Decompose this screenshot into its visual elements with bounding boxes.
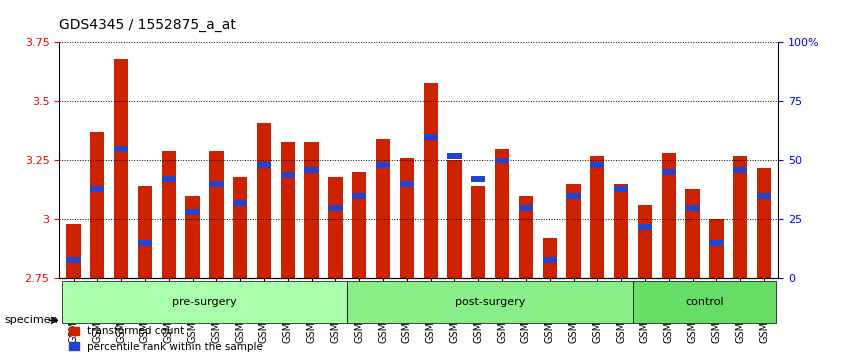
Bar	[162, 176, 176, 182]
Bar	[495, 158, 509, 164]
FancyBboxPatch shape	[348, 281, 633, 323]
Bar	[542, 257, 557, 263]
Bar	[638, 205, 652, 279]
Bar	[66, 257, 80, 263]
Bar	[305, 142, 319, 279]
Bar	[591, 162, 605, 168]
Bar	[709, 240, 723, 246]
Bar	[66, 224, 80, 279]
Bar	[281, 172, 295, 178]
Bar	[567, 193, 580, 199]
Bar	[662, 169, 676, 175]
Bar	[733, 156, 747, 279]
Bar	[352, 172, 366, 279]
Bar	[709, 219, 723, 279]
Bar	[614, 186, 629, 192]
Bar	[757, 167, 772, 279]
Bar	[495, 149, 509, 279]
Bar	[448, 160, 462, 279]
Bar	[471, 187, 486, 279]
Bar	[591, 156, 605, 279]
FancyBboxPatch shape	[62, 281, 348, 323]
Bar	[233, 177, 247, 279]
Bar	[91, 186, 104, 192]
Bar	[91, 132, 104, 279]
Bar	[138, 187, 152, 279]
Bar	[162, 151, 176, 279]
Bar	[399, 181, 414, 187]
Bar	[185, 210, 200, 215]
Legend: transformed count, percentile rank within the sample: transformed count, percentile rank withi…	[64, 322, 267, 354]
Bar	[209, 181, 223, 187]
Text: pre-surgery: pre-surgery	[172, 297, 237, 307]
Bar	[519, 205, 533, 211]
Bar	[567, 184, 580, 279]
Bar	[448, 153, 462, 159]
Text: GDS4345 / 1552875_a_at: GDS4345 / 1552875_a_at	[59, 18, 236, 32]
Bar	[662, 153, 676, 279]
Text: post-surgery: post-surgery	[455, 297, 525, 307]
Bar	[471, 176, 486, 182]
Bar	[185, 196, 200, 279]
Bar	[614, 184, 629, 279]
Bar	[114, 59, 129, 279]
Bar	[519, 196, 533, 279]
Bar	[685, 189, 700, 279]
Bar	[757, 193, 772, 199]
Text: specimen: specimen	[4, 315, 58, 325]
Bar	[305, 167, 319, 173]
Bar	[399, 158, 414, 279]
Bar	[233, 200, 247, 206]
Bar	[424, 82, 438, 279]
Bar	[138, 240, 152, 246]
Bar	[328, 177, 343, 279]
Bar	[685, 205, 700, 211]
Bar	[352, 193, 366, 199]
Bar	[424, 134, 438, 140]
Bar	[257, 162, 271, 168]
Bar	[114, 146, 129, 152]
FancyBboxPatch shape	[633, 281, 776, 323]
Bar	[328, 205, 343, 211]
Bar	[209, 151, 223, 279]
Bar	[542, 238, 557, 279]
Bar	[376, 162, 390, 168]
Bar	[376, 139, 390, 279]
Text: control: control	[685, 297, 724, 307]
Bar	[257, 123, 271, 279]
Bar	[638, 224, 652, 229]
Bar	[733, 167, 747, 173]
Bar	[281, 142, 295, 279]
